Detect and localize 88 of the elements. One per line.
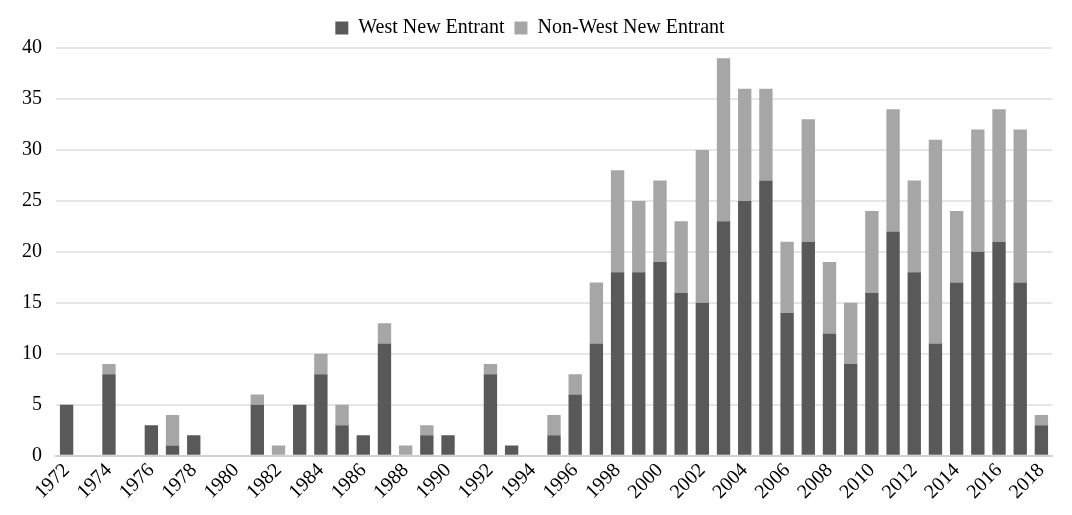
bar: [632, 272, 646, 455]
x-tick-label: 1980: [198, 458, 243, 503]
y-tick-label: 20: [22, 239, 42, 262]
bar: [335, 404, 349, 426]
y-tick-label: 35: [22, 86, 42, 109]
y-tick-label: 40: [22, 35, 42, 58]
bar: [377, 323, 392, 344]
bar: [971, 251, 985, 455]
bar: [928, 343, 943, 455]
y-tick-label: 0: [32, 443, 42, 465]
bar: [992, 109, 1006, 242]
bar: [250, 404, 264, 455]
bar: [801, 241, 815, 455]
bar: [738, 200, 752, 455]
bar: [102, 364, 116, 375]
bar: [907, 180, 921, 273]
bar: [971, 129, 985, 252]
bar: [504, 445, 519, 455]
bar: [928, 139, 943, 344]
bar: [102, 374, 116, 455]
bar: [822, 333, 837, 455]
bar: [886, 231, 900, 455]
bar: [674, 292, 688, 455]
bar: [949, 211, 964, 283]
bar: [144, 425, 159, 455]
bar: [780, 313, 794, 455]
legend-label: Non-West New Entrant: [537, 15, 726, 38]
bar: [865, 211, 879, 293]
bar: [801, 119, 815, 242]
bar: [1034, 425, 1049, 455]
bar: [483, 364, 498, 375]
legend-label: West New Entrant: [358, 15, 505, 38]
bar: [335, 425, 349, 455]
bar: [377, 343, 392, 455]
y-tick-label: 5: [32, 392, 42, 415]
bar: [1013, 129, 1027, 283]
bar: [547, 435, 561, 455]
bar: [653, 180, 667, 263]
bar: [165, 445, 180, 455]
bar: [1013, 282, 1027, 455]
bar: [250, 394, 264, 405]
bar: [738, 88, 752, 201]
bar: [589, 282, 604, 344]
bar: [822, 262, 837, 334]
bar: [547, 414, 561, 436]
bar: [610, 170, 625, 273]
bar: [314, 374, 328, 455]
bar: [844, 364, 858, 455]
bar: [441, 435, 455, 455]
bar: [759, 88, 773, 181]
bar: [886, 109, 900, 232]
y-tick-label: 15: [22, 290, 42, 313]
y-tick-label: 30: [22, 137, 42, 160]
bar: [653, 262, 667, 455]
bar: [992, 241, 1006, 455]
bar: [674, 221, 688, 293]
bar: [716, 221, 731, 455]
bar: [1034, 414, 1049, 426]
bar: [271, 445, 286, 455]
x-tick-label: 1990: [410, 458, 455, 503]
y-tick-label: 25: [22, 188, 42, 211]
bar: [695, 302, 710, 455]
bar: [483, 374, 498, 455]
bar: [568, 394, 582, 455]
bar: [187, 435, 201, 455]
bar: [695, 149, 710, 303]
bar: [780, 241, 794, 314]
bar: [716, 58, 731, 222]
x-tick-label: 1982: [241, 458, 286, 503]
bar: [420, 435, 434, 455]
bar: [949, 282, 964, 455]
bar: [865, 292, 879, 455]
y-tick-label: 10: [22, 341, 42, 364]
bar: [759, 180, 773, 455]
bar: [165, 414, 180, 446]
bar: [907, 272, 921, 455]
bar: [398, 445, 413, 455]
bar: [589, 343, 604, 455]
bar: [420, 425, 434, 436]
bar: [610, 272, 625, 455]
bar: [844, 302, 858, 364]
bar: [356, 435, 370, 455]
bar: [59, 404, 74, 455]
bar: [314, 353, 328, 375]
bar: [293, 404, 307, 455]
x-tick-label: 1992: [453, 458, 497, 503]
bar: [568, 374, 582, 395]
bar: [632, 200, 646, 273]
